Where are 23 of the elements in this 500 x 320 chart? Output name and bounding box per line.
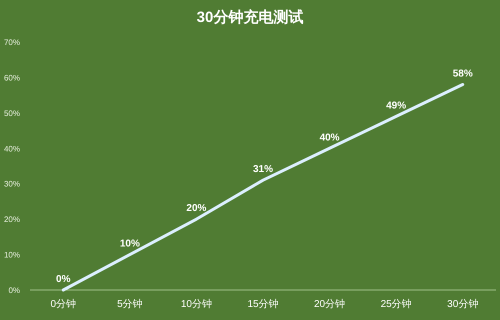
- y-tick-label: 0%: [8, 286, 20, 295]
- text: 49%: [386, 100, 406, 112]
- text: 40%: [320, 132, 340, 144]
- chart-title: 30分钟充电测试: [196, 8, 304, 26]
- x-tick-label: 30分钟: [447, 298, 478, 310]
- text: 58%: [452, 68, 473, 80]
- y-tick-label: 50%: [4, 108, 20, 118]
- text: 10%: [120, 238, 140, 250]
- x-tick-label: 15分钟: [247, 298, 279, 310]
- x-tick-label: 25分钟: [380, 298, 412, 310]
- x-tick-label: 20分钟: [314, 298, 346, 310]
- text: 31%: [252, 164, 274, 176]
- y-tick-label: 70%: [4, 38, 20, 47]
- y-tick-label: 30%: [4, 180, 20, 189]
- x-tick-label: 10分钟: [180, 298, 212, 310]
- y-tick-label: 20%: [4, 215, 20, 224]
- x-tick-label: 0分钟: [50, 298, 76, 310]
- y-tick-label: 60%: [4, 73, 20, 82]
- y-tick-label: 10%: [4, 250, 20, 260]
- x-tick-label: 5分钟: [117, 298, 143, 310]
- text: 20%: [186, 203, 206, 214]
- text: 0%: [56, 274, 71, 285]
- y-tick-label: 40%: [4, 144, 20, 154]
